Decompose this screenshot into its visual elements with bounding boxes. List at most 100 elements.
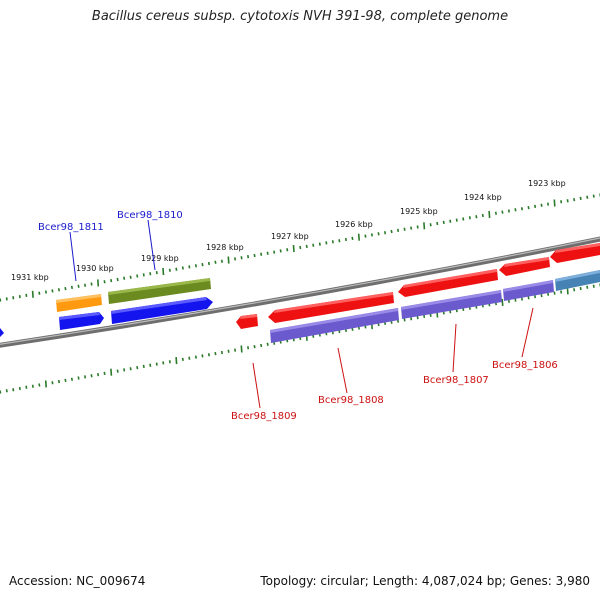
- ruler-minor-tick: [344, 237, 347, 242]
- ruler-minor-tick: [429, 223, 432, 227]
- ruler-minor-tick: [416, 315, 419, 320]
- gene-label-bcer98-1807[interactable]: Bcer98_1807: [423, 375, 489, 386]
- gene-bcer98-1808-bar[interactable]: [270, 308, 399, 343]
- ruler-minor-tick: [155, 270, 158, 275]
- ruler-minor-tick: [175, 267, 178, 271]
- genome-backbone: [0, 236, 600, 348]
- ruler-minor-tick: [77, 284, 80, 288]
- ruler-minor-tick: [84, 283, 87, 287]
- ruler-minor-tick: [481, 213, 484, 218]
- gene-red-reverse-4[interactable]: [550, 243, 600, 263]
- ruler-minor-tick: [312, 243, 315, 247]
- ruler-minor-tick: [377, 232, 380, 236]
- ruler-major-tick: [553, 199, 556, 207]
- gene-label-bcer98-1810[interactable]: Bcer98_1810: [117, 210, 183, 221]
- ruler-minor-tick: [436, 221, 439, 226]
- ruler-minor-tick: [220, 350, 223, 355]
- leader-line-1810: [147, 219, 156, 271]
- ruler-minor-tick: [51, 381, 54, 385]
- ruler-minor-tick: [168, 268, 171, 272]
- gene-blue-forward-partial[interactable]: [0, 328, 4, 337]
- ruler-minor-tick: [384, 231, 387, 235]
- ruler-minor-tick: [260, 252, 263, 256]
- gene-label-bcer98-1806[interactable]: Bcer98_1806: [492, 360, 558, 371]
- ruler-minor-tick: [507, 299, 510, 303]
- ruler-minor-tick: [0, 390, 2, 394]
- ruler-minor-tick: [12, 296, 15, 300]
- ruler-minor-tick: [286, 248, 289, 252]
- ruler-minor-tick: [103, 280, 106, 284]
- gene-label-bcer98-1809[interactable]: Bcer98_1809: [231, 411, 297, 422]
- ruler-minor-tick: [90, 374, 93, 378]
- ruler-minor-tick: [44, 290, 47, 294]
- leader-line-1811: [69, 231, 77, 282]
- ruler-minor-tick: [273, 250, 276, 254]
- ruler-minor-tick: [240, 256, 243, 260]
- map-title: Bacillus cereus subsp. cytotoxis NVH 391…: [91, 9, 509, 24]
- ruler-minor-tick: [514, 208, 517, 212]
- kbp-label-1924: 1924 kbp: [464, 193, 502, 202]
- ruler-minor-tick: [534, 294, 537, 299]
- ruler-minor-tick: [560, 200, 563, 204]
- ruler-minor-tick: [77, 376, 80, 380]
- ruler-minor-tick: [188, 265, 191, 269]
- gene-red-reverse-3[interactable]: [499, 257, 550, 276]
- ruler-minor-tick: [142, 273, 145, 277]
- ruler-minor-tick: [0, 298, 2, 302]
- ruler-minor-tick: [260, 343, 263, 348]
- gene-bcer98-1810-bar[interactable]: [108, 278, 211, 304]
- ruler-minor-tick: [31, 384, 34, 388]
- ruler-minor-tick: [527, 205, 530, 210]
- ruler-minor-tick: [455, 218, 458, 222]
- ruler-minor-tick: [123, 276, 126, 280]
- kbp-label-1928: 1928 kbp: [206, 243, 244, 252]
- ruler-minor-tick: [129, 275, 132, 279]
- ruler-minor-tick: [429, 313, 432, 317]
- leader-line-1808: [337, 347, 348, 394]
- ruler-major-tick: [162, 267, 165, 276]
- ruler-minor-tick: [501, 210, 504, 214]
- ruler-major-tick: [175, 357, 178, 365]
- ruler-minor-tick: [351, 236, 354, 241]
- ruler-minor-tick: [527, 296, 530, 300]
- ruler-major-tick: [44, 380, 47, 388]
- gene-bcer98-1806-bar[interactable]: [503, 280, 554, 301]
- ruler-minor-tick: [423, 314, 426, 319]
- ruler-minor-tick: [592, 284, 595, 288]
- ruler-minor-tick: [325, 241, 328, 245]
- gene-blue-forward-1[interactable]: [59, 312, 104, 330]
- ruler-minor-tick: [494, 211, 497, 215]
- ruler-minor-tick: [364, 234, 367, 238]
- leader-line-1809: [252, 362, 261, 409]
- ruler-minor-tick: [305, 244, 308, 249]
- kbp-label-1927: 1927 kbp: [271, 232, 309, 241]
- gene-steelblue-bar[interactable]: [555, 270, 600, 291]
- kbp-label-1925: 1925 kbp: [400, 207, 438, 216]
- ruler-minor-tick: [64, 378, 67, 383]
- genome-summary-text: Topology: circular; Length: 4,087,024 bp…: [260, 574, 590, 588]
- ruler-minor-tick: [220, 259, 223, 263]
- ruler-minor-tick: [201, 262, 204, 267]
- gene-bcer98-1807-bar[interactable]: [401, 290, 502, 319]
- ruler-minor-tick: [207, 261, 210, 266]
- ruler-minor-tick: [155, 362, 158, 366]
- ruler-minor-tick: [560, 290, 563, 294]
- gene-label-bcer98-1808[interactable]: Bcer98_1808: [318, 395, 384, 406]
- gene-red-reverse-2[interactable]: [398, 269, 498, 297]
- gene-red-reverse-1[interactable]: [268, 292, 394, 323]
- ruler-minor-tick: [12, 388, 15, 392]
- gene-blue-forward-2[interactable]: [111, 297, 213, 324]
- gene-bcer98-1809-bar[interactable]: [236, 314, 258, 329]
- ruler-minor-tick: [194, 355, 197, 359]
- ruler-minor-tick: [566, 199, 569, 203]
- kbp-label-1931: 1931 kbp: [11, 273, 49, 282]
- ruler-major-tick: [292, 245, 295, 253]
- ruler-minor-tick: [403, 227, 406, 231]
- gene-label-bcer98-1811[interactable]: Bcer98_1811: [38, 222, 104, 233]
- ruler-minor-tick: [214, 351, 217, 356]
- ruler-minor-tick: [116, 277, 119, 282]
- ruler-minor-tick: [279, 249, 282, 253]
- ruler-minor-tick: [234, 257, 237, 261]
- gene-bcer98-1811-bar[interactable]: [56, 294, 102, 312]
- ruler-minor-tick: [534, 204, 537, 209]
